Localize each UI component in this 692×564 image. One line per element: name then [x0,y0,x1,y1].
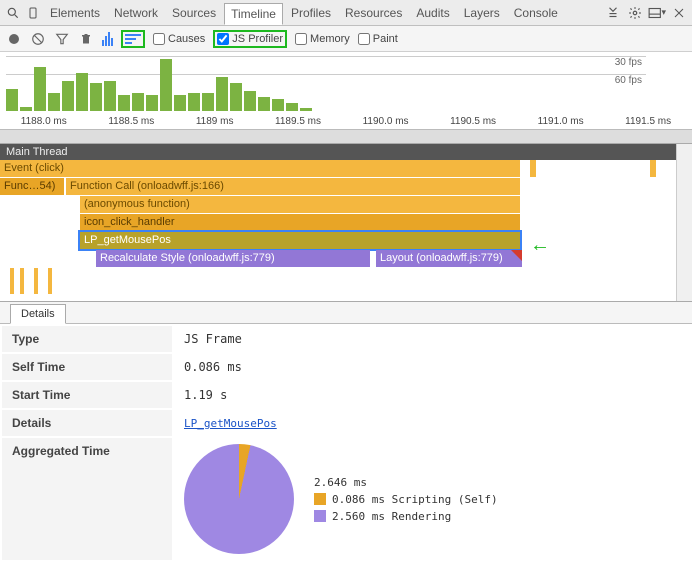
flame-anon[interactable]: (anonymous function) [80,196,520,213]
filter-icon[interactable] [54,31,70,47]
pie-legend: 2.646 ms 0.086 ms Scripting (Self) 2.560… [314,472,498,527]
key: Start Time [2,382,172,408]
key: Type [2,326,172,352]
tab-layers[interactable]: Layers [458,3,506,23]
flame-fn54[interactable]: Func…54) [0,178,64,195]
checkbox-label: Paint [373,33,398,45]
flame-sliver[interactable] [650,160,656,177]
flame-chart[interactable]: Main Thread Event (click) Func…54) Funct… [0,144,692,302]
aggregated-pie [184,444,294,554]
overview-scrubber[interactable] [0,130,692,144]
close-icon[interactable] [670,4,688,22]
time-tick: 1190.5 ms [450,116,496,127]
flame-sliver[interactable] [10,268,14,294]
row-details: Details LP_getMousePos [2,410,690,436]
key: Details [2,410,172,436]
checkbox-label: Memory [310,33,350,45]
tab-audits[interactable]: Audits [410,3,455,23]
legend-total: 2.646 ms [314,476,367,489]
time-tick: 1189.5 ms [275,116,321,127]
flame-sliver[interactable] [34,268,38,294]
details-tabs: Details [0,302,692,324]
row-start-time: Start Time 1.19 s [2,382,690,408]
legend-scripting: 0.086 ms Scripting (Self) [332,493,498,506]
flame-fncall[interactable]: Function Call (onloadwff.js:166) [66,178,520,195]
record-icon[interactable] [6,31,22,47]
clear-icon[interactable] [30,31,46,47]
flame-selected[interactable]: LP_getMousePos [80,232,520,249]
details-table: Type JS Frame Self Time 0.086 ms Start T… [0,324,692,562]
search-icon[interactable] [4,4,22,22]
swatch-scripting [314,493,326,505]
flame-layout[interactable]: Layout (onloadwff.js:779) [376,250,522,267]
time-axis: 1188.0 ms 1188.5 ms 1189 ms 1189.5 ms 1190.0… [0,116,692,127]
tab-elements[interactable]: Elements [44,3,106,23]
val: 1.19 s [174,382,690,408]
flame-recalc[interactable]: Recalculate Style (onloadwff.js:779) [96,250,370,267]
dock-icon[interactable]: ▾ [648,4,666,22]
time-tick: 1191.5 ms [625,116,671,127]
flame-sliver[interactable] [20,268,24,294]
val: JS Frame [174,326,690,352]
device-icon[interactable] [24,4,42,22]
val: 0.086 ms [174,354,690,380]
timeline-toolbar: Causes JS Profiler Memory Paint [0,26,692,52]
devtools-tabbar: Elements Network Sources Timeline Profil… [0,0,692,26]
checkbox-label: Causes [168,33,205,45]
row-type: Type JS Frame [2,326,690,352]
key: Aggregated Time [2,438,172,560]
time-tick: 1190.0 ms [363,116,409,127]
drawer-icon[interactable] [604,4,622,22]
gear-icon[interactable] [626,4,644,22]
annotation-arrow-icon: ← [530,234,550,257]
flame-event[interactable]: Event (click) [0,160,520,177]
checkbox-paint[interactable]: Paint [358,33,398,45]
flame-iconhandler[interactable]: icon_click_handler [80,214,520,231]
flame-sliver[interactable] [48,268,52,294]
tab-details[interactable]: Details [10,304,66,324]
checkbox-causes[interactable]: Causes [153,33,205,45]
flame-sliver[interactable] [530,160,536,177]
layout-warning-icon [511,250,522,261]
time-tick: 1191.0 ms [538,116,584,127]
tab-sources[interactable]: Sources [166,3,222,23]
checkbox-label: JS Profiler [232,33,283,45]
gc-icon[interactable] [78,31,94,47]
checkbox-memory[interactable]: Memory [295,33,350,45]
time-tick: 1188.0 ms [21,116,67,127]
tab-console[interactable]: Console [508,3,564,23]
time-tick: 1188.5 ms [108,116,154,127]
checkbox-js-profiler[interactable]: JS Profiler [217,33,283,45]
tab-timeline[interactable]: Timeline [224,3,283,25]
swatch-rendering [314,510,326,522]
time-tick: 1189 ms [196,116,234,127]
key: Self Time [2,354,172,380]
flamechart-view-button[interactable] [121,30,145,48]
frames-view-icon[interactable] [102,32,113,46]
tab-profiles[interactable]: Profiles [285,3,337,23]
tab-network[interactable]: Network [108,3,164,23]
row-self-time: Self Time 0.086 ms [2,354,690,380]
overview-chart[interactable]: 30 fps 60 fps 1188.0 ms1188.5 ms1189 ms1… [0,52,692,130]
row-aggregated: Aggregated Time 2.646 ms 0.086 ms Script… [2,438,690,560]
tab-resources[interactable]: Resources [339,3,408,23]
legend-rendering: 2.560 ms Rendering [332,510,451,523]
flame-scrollbar[interactable] [676,144,692,301]
thread-header: Main Thread [0,144,692,160]
details-link[interactable]: LP_getMousePos [184,417,277,430]
